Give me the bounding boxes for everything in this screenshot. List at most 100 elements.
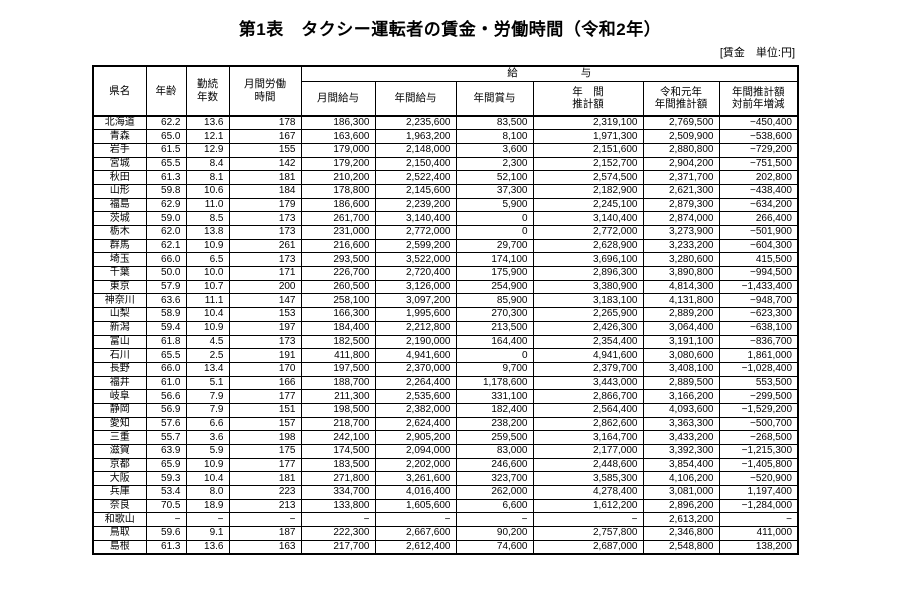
value-cell: 56.9 [145, 402, 187, 418]
value-cell: 3,273,900 [642, 225, 720, 240]
value-cell: 2,371,700 [642, 170, 720, 185]
value-cell: 1,612,200 [532, 498, 644, 514]
value-cell: 415,500 [718, 252, 799, 268]
table-row: 新潟 59.4 10.9 197 184,400 2,212,800 213,500 2,42… [92, 320, 799, 336]
value-cell: 173 [228, 252, 302, 268]
value-cell: 8.4 [185, 156, 230, 172]
value-cell: − [145, 512, 187, 528]
header-monthly-salary: 月間給与 [300, 80, 376, 117]
value-cell: 61.0 [145, 375, 187, 391]
value-cell: 3,064,400 [642, 320, 720, 336]
value-cell: 1,971,300 [532, 129, 644, 144]
value-cell: 242,100 [300, 430, 376, 445]
value-cell: −1,284,000 [718, 498, 799, 514]
value-cell: 178 [228, 115, 302, 131]
header-salary-group: 給 与 [300, 65, 799, 82]
value-cell: 13.4 [185, 361, 230, 377]
value-cell: 2,862,600 [532, 416, 644, 432]
value-cell: 63.9 [145, 444, 187, 459]
value-cell: 8.0 [185, 485, 230, 500]
value-cell: 3,261,600 [374, 471, 457, 487]
table-row: 群馬 62.1 10.9 261 216,600 2,599,200 29,700 2,628… [92, 238, 799, 254]
value-cell: 3,380,900 [532, 279, 644, 295]
table-row: 福島 62.9 11.0 179 186,600 2,239,200 5,900 2,245,… [92, 197, 799, 213]
value-cell: 334,700 [300, 485, 376, 500]
header-annual-salary: 年間給与 [374, 80, 457, 117]
value-cell: 3,600 [455, 142, 534, 158]
value-cell: 1,963,200 [374, 129, 457, 144]
value-cell: 186,600 [300, 197, 376, 213]
value-cell: − [718, 512, 799, 528]
value-cell: 6.6 [185, 416, 230, 432]
value-cell: −520,900 [718, 471, 799, 487]
prefecture-cell: 山形 [92, 183, 147, 199]
table-row: 東京 57.9 10.7 200 260,500 3,126,000 254,900 3,38… [92, 279, 799, 295]
value-cell: 2,245,100 [532, 197, 644, 213]
value-cell: 175,900 [455, 266, 534, 281]
prefecture-cell: 三重 [92, 430, 147, 445]
value-cell: 2,904,200 [642, 156, 720, 172]
value-cell: 259,500 [455, 430, 534, 445]
table-row: 兵庫 53.4 8.0 223 334,700 4,016,400 262,000 4,278… [92, 485, 799, 500]
table-row: 奈良 70.5 18.9 213 133,800 1,605,600 6,600 1,612,… [92, 498, 799, 514]
value-cell: 0 [455, 211, 534, 226]
value-cell: 3,443,000 [532, 375, 644, 391]
value-cell: −634,200 [718, 197, 799, 213]
table-row: 岐阜 56.6 7.9 177 211,300 2,535,600 331,100 2,866… [92, 389, 799, 404]
table-row: 石川 65.5 2.5 191 411,800 4,941,600 0 4,941,600 3,… [92, 348, 799, 363]
value-cell: −268,500 [718, 430, 799, 445]
value-cell: −994,500 [718, 266, 799, 281]
value-cell: 3,363,300 [642, 416, 720, 432]
value-cell: 2,319,100 [532, 115, 644, 131]
table-row: 島根 61.3 13.6 163 217,700 2,612,400 74,600 2,687… [92, 539, 799, 555]
value-cell: 2,145,600 [374, 183, 457, 199]
value-cell: 1,995,600 [374, 307, 457, 322]
prefecture-cell: 兵庫 [92, 485, 147, 500]
value-cell: − [374, 512, 457, 528]
value-cell: 3,080,600 [642, 348, 720, 363]
value-cell: −604,300 [718, 238, 799, 254]
value-cell: 167 [228, 129, 302, 144]
value-cell: 4,941,600 [374, 348, 457, 363]
value-cell: 3,854,400 [642, 457, 720, 473]
value-cell: 2,094,000 [374, 444, 457, 459]
table-body: 北海道 62.2 13.6 178 186,300 2,235,600 83,500 2,31… [92, 115, 799, 555]
value-cell: −1,405,800 [718, 457, 799, 473]
value-cell: 2,874,000 [642, 211, 720, 226]
value-cell: 166,300 [300, 307, 376, 322]
value-cell: 171 [228, 266, 302, 281]
value-cell: 1,197,400 [718, 485, 799, 500]
value-cell: 0 [455, 348, 534, 363]
value-cell: 83,500 [455, 115, 534, 131]
value-cell: 59.8 [145, 183, 187, 199]
value-cell: 186,300 [300, 115, 376, 131]
prefecture-cell: 北海道 [92, 115, 147, 131]
value-cell: 13.6 [185, 539, 230, 555]
value-cell: 3,140,400 [532, 211, 644, 226]
value-cell: 200 [228, 279, 302, 295]
table-row: 福井 61.0 5.1 166 188,700 2,264,400 1,178,600 3,4… [92, 375, 799, 391]
value-cell: 174,100 [455, 252, 534, 268]
value-cell: 59.6 [145, 526, 187, 541]
value-cell: 2,667,600 [374, 526, 457, 541]
value-cell: 7.9 [185, 389, 230, 404]
value-cell: 66.0 [145, 361, 187, 377]
prefecture-cell: 福井 [92, 375, 147, 391]
value-cell: 178,800 [300, 183, 376, 199]
prefecture-cell: 埼玉 [92, 252, 147, 268]
value-cell: − [228, 512, 302, 528]
value-cell: 164,400 [455, 334, 534, 350]
value-cell: 3,585,300 [532, 471, 644, 487]
value-cell: 2,612,400 [374, 539, 457, 555]
value-cell: 197,500 [300, 361, 376, 377]
value-cell: 4.5 [185, 334, 230, 350]
table-row: 宮城 65.5 8.4 142 179,200 2,150,400 2,300 2,152,7… [92, 156, 799, 172]
value-cell: 2,889,500 [642, 375, 720, 391]
value-cell: 3,191,100 [642, 334, 720, 350]
value-cell: 61.8 [145, 334, 187, 350]
value-cell: 258,100 [300, 293, 376, 309]
value-cell: 62.9 [145, 197, 187, 213]
prefecture-cell: 福島 [92, 197, 147, 213]
value-cell: 4,278,400 [532, 485, 644, 500]
unit-note: [賃金 単位:円] [719, 47, 795, 59]
